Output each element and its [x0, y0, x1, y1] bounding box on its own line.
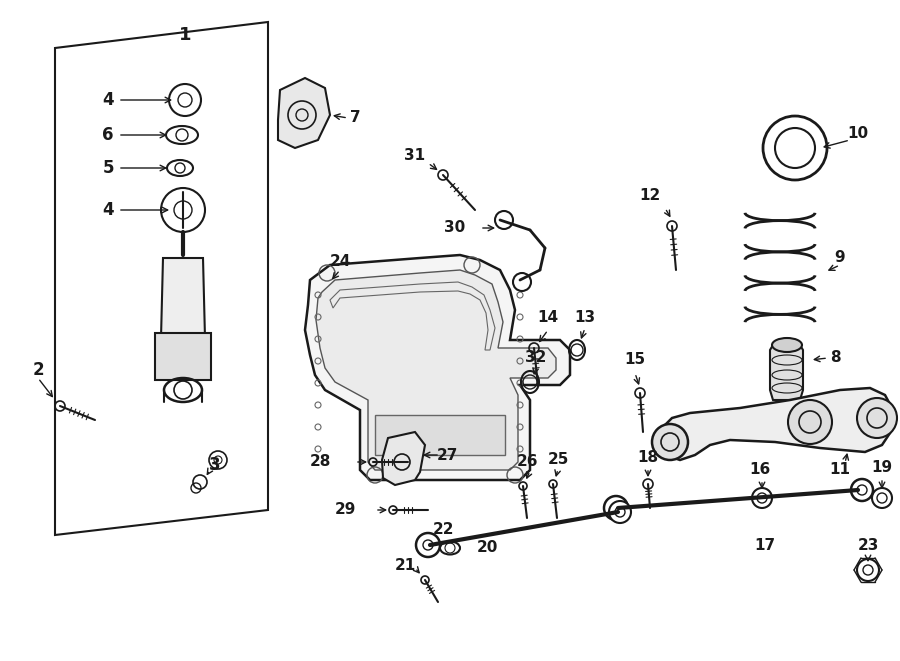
- Text: 27: 27: [436, 447, 458, 463]
- Text: 1: 1: [179, 26, 191, 44]
- Text: 21: 21: [394, 557, 416, 572]
- Text: 7: 7: [350, 110, 360, 126]
- Text: 4: 4: [103, 91, 113, 109]
- Text: 11: 11: [830, 463, 850, 477]
- Circle shape: [851, 479, 873, 501]
- Text: 23: 23: [858, 537, 878, 553]
- Circle shape: [609, 501, 631, 523]
- Text: 4: 4: [103, 201, 113, 219]
- Text: 16: 16: [750, 463, 770, 477]
- Text: 24: 24: [329, 254, 351, 270]
- Circle shape: [604, 496, 628, 520]
- Text: 31: 31: [404, 147, 426, 163]
- Text: 22: 22: [432, 522, 454, 537]
- Polygon shape: [658, 388, 892, 460]
- Text: 12: 12: [639, 188, 661, 202]
- Polygon shape: [375, 415, 505, 455]
- Circle shape: [788, 400, 832, 444]
- Polygon shape: [55, 22, 268, 535]
- Text: 10: 10: [848, 126, 868, 141]
- Text: 32: 32: [526, 350, 546, 366]
- Polygon shape: [382, 432, 425, 485]
- Polygon shape: [770, 345, 803, 400]
- Text: 15: 15: [625, 352, 645, 368]
- Ellipse shape: [772, 338, 802, 352]
- Polygon shape: [155, 333, 211, 380]
- Text: 28: 28: [310, 455, 330, 469]
- Text: 14: 14: [537, 311, 559, 325]
- Circle shape: [857, 398, 897, 438]
- Text: 13: 13: [574, 311, 596, 325]
- Text: 17: 17: [754, 537, 776, 553]
- Text: 25: 25: [547, 453, 569, 467]
- Text: 26: 26: [518, 455, 539, 469]
- Circle shape: [416, 533, 440, 557]
- Circle shape: [652, 424, 688, 460]
- Text: 18: 18: [637, 451, 659, 465]
- Text: 2: 2: [32, 361, 44, 379]
- Text: 29: 29: [334, 502, 356, 518]
- Text: 9: 9: [834, 251, 845, 266]
- Polygon shape: [161, 258, 205, 338]
- Text: 5: 5: [103, 159, 113, 177]
- Text: 30: 30: [445, 221, 465, 235]
- Text: 19: 19: [871, 461, 893, 475]
- Text: 20: 20: [476, 541, 498, 555]
- Text: 3: 3: [209, 456, 220, 474]
- Text: 8: 8: [830, 350, 841, 366]
- Polygon shape: [278, 78, 330, 148]
- Text: 6: 6: [103, 126, 113, 144]
- Polygon shape: [305, 255, 570, 480]
- Polygon shape: [316, 270, 556, 470]
